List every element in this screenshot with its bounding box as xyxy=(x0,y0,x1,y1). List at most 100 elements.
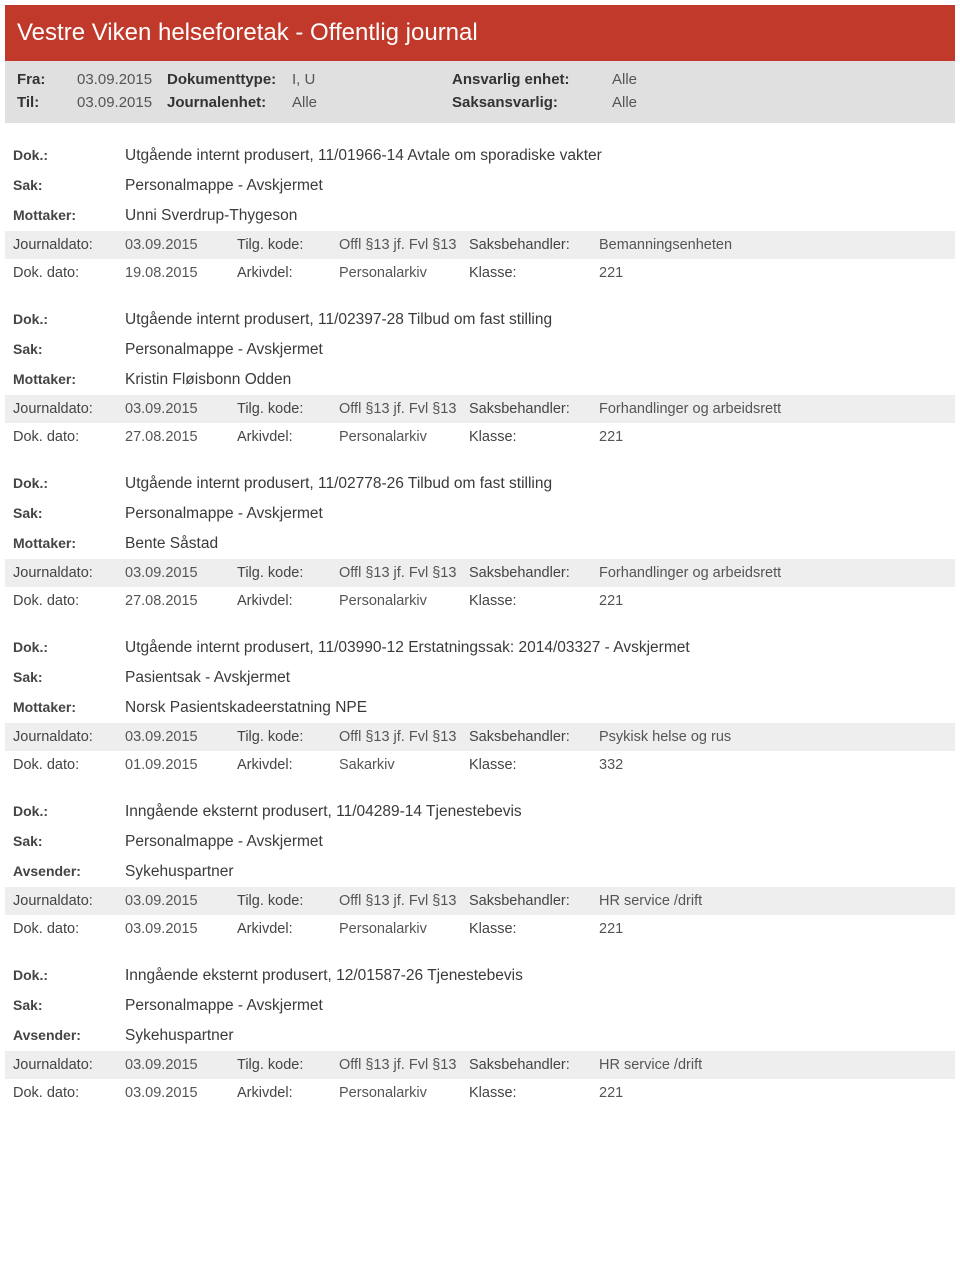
sak-label: Sak: xyxy=(13,833,125,849)
filter-saksansvarlig-label: Saksansvarlig: xyxy=(452,94,612,111)
party-value: Sykehuspartner xyxy=(125,1027,234,1045)
dok-label: Dok.: xyxy=(13,967,125,983)
dokdato-label: Dok. dato: xyxy=(13,1085,125,1101)
saksbehandler-label: Saksbehandler: xyxy=(469,729,599,745)
tilgkode-label: Tilg. kode: xyxy=(237,401,339,417)
party-label: Avsender: xyxy=(13,1027,125,1043)
filter-ansvarlig-label: Ansvarlig enhet: xyxy=(452,71,612,88)
dok-value: Utgående internt produsert, 11/02397-28 … xyxy=(125,311,552,329)
party-value: Norsk Pasientskadeerstatning NPE xyxy=(125,699,367,717)
sak-row: Sak: Personalmappe - Avskjermet xyxy=(5,171,955,201)
party-value: Unni Sverdrup-Thygeson xyxy=(125,207,297,225)
dok-label: Dok.: xyxy=(13,147,125,163)
dok-row: Dok.: Utgående internt produsert, 11/019… xyxy=(5,141,955,171)
journaldato-label: Journaldato: xyxy=(13,1057,125,1073)
arkivdel-value: Sakarkiv xyxy=(339,757,469,773)
sak-value: Personalmappe - Avskjermet xyxy=(125,177,323,195)
klasse-label: Klasse: xyxy=(469,921,599,937)
journal-entry: Dok.: Inngående eksternt produsert, 12/0… xyxy=(5,961,955,1107)
dokdato-value: 27.08.2015 xyxy=(125,593,237,609)
tilgkode-value: Offl §13 jf. Fvl §13 xyxy=(339,1057,469,1073)
filter-panel: Fra: 03.09.2015 Dokumenttype: I, U Ansva… xyxy=(5,61,955,123)
journaldato-value: 03.09.2015 xyxy=(125,237,237,253)
journaldato-value: 03.09.2015 xyxy=(125,1057,237,1073)
sak-label: Sak: xyxy=(13,341,125,357)
klasse-label: Klasse: xyxy=(469,429,599,445)
journal-entry: Dok.: Inngående eksternt produsert, 11/0… xyxy=(5,797,955,943)
journaldato-label: Journaldato: xyxy=(13,893,125,909)
journaldato-label: Journaldato: xyxy=(13,729,125,745)
klasse-value: 221 xyxy=(599,1085,623,1101)
filter-til-value: 03.09.2015 xyxy=(77,94,167,111)
filter-fra-value: 03.09.2015 xyxy=(77,71,167,88)
dokdato-label: Dok. dato: xyxy=(13,593,125,609)
saksbehandler-label: Saksbehandler: xyxy=(469,893,599,909)
meta-row-1: Journaldato: 03.09.2015 Tilg. kode: Offl… xyxy=(5,723,955,751)
tilgkode-value: Offl §13 jf. Fvl §13 xyxy=(339,565,469,581)
meta-row-1: Journaldato: 03.09.2015 Tilg. kode: Offl… xyxy=(5,559,955,587)
filter-fra-label: Fra: xyxy=(17,71,77,88)
klasse-label: Klasse: xyxy=(469,593,599,609)
saksbehandler-value: Psykisk helse og rus xyxy=(599,729,731,745)
meta-row-1: Journaldato: 03.09.2015 Tilg. kode: Offl… xyxy=(5,887,955,915)
arkivdel-label: Arkivdel: xyxy=(237,1085,339,1101)
klasse-label: Klasse: xyxy=(469,757,599,773)
klasse-value: 221 xyxy=(599,265,623,281)
saksbehandler-value: Bemanningsenheten xyxy=(599,237,732,253)
party-row: Avsender: Sykehuspartner xyxy=(5,857,955,887)
meta-row-1: Journaldato: 03.09.2015 Tilg. kode: Offl… xyxy=(5,395,955,423)
klasse-value: 221 xyxy=(599,593,623,609)
filter-row: Til: 03.09.2015 Journalenhet: Alle Saksa… xyxy=(17,94,943,111)
meta-row-1: Journaldato: 03.09.2015 Tilg. kode: Offl… xyxy=(5,231,955,259)
meta-row-2: Dok. dato: 27.08.2015 Arkivdel: Personal… xyxy=(5,587,955,615)
sak-value: Personalmappe - Avskjermet xyxy=(125,997,323,1015)
dokdato-label: Dok. dato: xyxy=(13,757,125,773)
tilgkode-label: Tilg. kode: xyxy=(237,237,339,253)
dok-label: Dok.: xyxy=(13,311,125,327)
dok-row: Dok.: Inngående eksternt produsert, 12/0… xyxy=(5,961,955,991)
saksbehandler-label: Saksbehandler: xyxy=(469,401,599,417)
tilgkode-label: Tilg. kode: xyxy=(237,893,339,909)
journaldato-value: 03.09.2015 xyxy=(125,565,237,581)
dokdato-value: 27.08.2015 xyxy=(125,429,237,445)
saksbehandler-value: Forhandlinger og arbeidsrett xyxy=(599,565,781,581)
dok-row: Dok.: Utgående internt produsert, 11/027… xyxy=(5,469,955,499)
arkivdel-value: Personalarkiv xyxy=(339,429,469,445)
arkivdel-label: Arkivdel: xyxy=(237,265,339,281)
party-row: Avsender: Sykehuspartner xyxy=(5,1021,955,1051)
party-value: Bente Såstad xyxy=(125,535,218,553)
klasse-value: 332 xyxy=(599,757,623,773)
tilgkode-value: Offl §13 jf. Fvl §13 xyxy=(339,237,469,253)
dok-label: Dok.: xyxy=(13,639,125,655)
dokdato-value: 01.09.2015 xyxy=(125,757,237,773)
saksbehandler-label: Saksbehandler: xyxy=(469,565,599,581)
sak-value: Pasientsak - Avskjermet xyxy=(125,669,290,687)
party-row: Mottaker: Unni Sverdrup-Thygeson xyxy=(5,201,955,231)
meta-row-2: Dok. dato: 27.08.2015 Arkivdel: Personal… xyxy=(5,423,955,451)
filter-journalenhet-value: Alle xyxy=(292,94,452,111)
journaldato-label: Journaldato: xyxy=(13,565,125,581)
party-label: Avsender: xyxy=(13,863,125,879)
sak-label: Sak: xyxy=(13,669,125,685)
dok-label: Dok.: xyxy=(13,803,125,819)
party-value: Kristin Fløisbonn Odden xyxy=(125,371,291,389)
filter-doktype-value: I, U xyxy=(292,71,452,88)
sak-row: Sak: Pasientsak - Avskjermet xyxy=(5,663,955,693)
sak-label: Sak: xyxy=(13,177,125,193)
tilgkode-label: Tilg. kode: xyxy=(237,1057,339,1073)
dok-row: Dok.: Utgående internt produsert, 11/023… xyxy=(5,305,955,335)
meta-row-2: Dok. dato: 03.09.2015 Arkivdel: Personal… xyxy=(5,1079,955,1107)
dokdato-label: Dok. dato: xyxy=(13,429,125,445)
party-label: Mottaker: xyxy=(13,207,125,223)
arkivdel-value: Personalarkiv xyxy=(339,921,469,937)
tilgkode-label: Tilg. kode: xyxy=(237,729,339,745)
dok-value: Inngående eksternt produsert, 12/01587-2… xyxy=(125,967,523,985)
filter-row: Fra: 03.09.2015 Dokumenttype: I, U Ansva… xyxy=(17,71,943,88)
saksbehandler-value: HR service /drift xyxy=(599,1057,702,1073)
journaldato-value: 03.09.2015 xyxy=(125,401,237,417)
arkivdel-value: Personalarkiv xyxy=(339,1085,469,1101)
filter-saksansvarlig-value: Alle xyxy=(612,94,637,111)
tilgkode-label: Tilg. kode: xyxy=(237,565,339,581)
journaldato-label: Journaldato: xyxy=(13,237,125,253)
tilgkode-value: Offl §13 jf. Fvl §13 xyxy=(339,729,469,745)
